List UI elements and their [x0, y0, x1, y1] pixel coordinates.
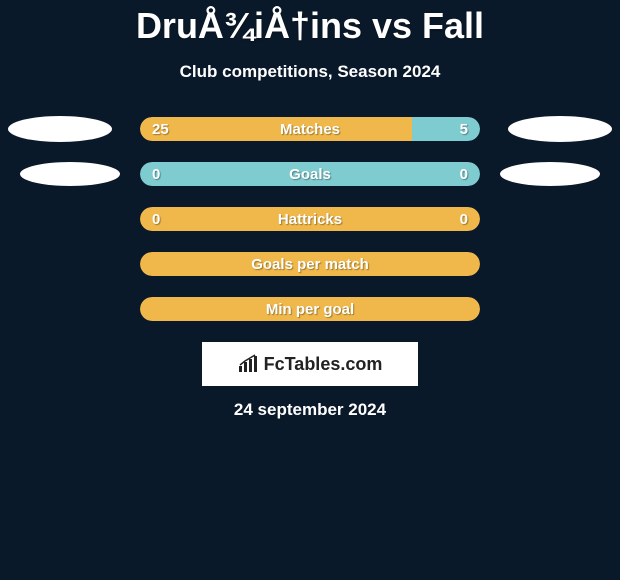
stats-widget: DruÅ¾iÅ†ins vs Fall Club competitions, S… — [0, 0, 620, 420]
bar-segment-full — [140, 162, 480, 186]
stat-row: Min per goal — [0, 297, 620, 321]
stat-row: 0Hattricks0 — [0, 207, 620, 231]
brand-box[interactable]: FcTables.com — [202, 342, 418, 386]
stat-bar: 0Hattricks0 — [140, 207, 480, 231]
page-title: DruÅ¾iÅ†ins vs Fall — [0, 5, 620, 47]
subtitle: Club competitions, Season 2024 — [0, 62, 620, 82]
chart-icon — [238, 354, 260, 374]
bar-segment-full — [140, 297, 480, 321]
footer-date: 24 september 2024 — [0, 400, 620, 420]
stat-row: 25Matches5 — [0, 117, 620, 141]
player-marker-left — [20, 162, 120, 186]
bar-segment-full — [140, 252, 480, 276]
stat-row: Goals per match — [0, 252, 620, 276]
bar-segment-right — [412, 117, 480, 141]
bar-segment-full — [140, 207, 480, 231]
brand-text: FcTables.com — [264, 354, 383, 375]
stat-row: 0Goals0 — [0, 162, 620, 186]
bar-segment-left — [140, 117, 412, 141]
stat-bar: Goals per match — [140, 252, 480, 276]
player-marker-right — [508, 116, 612, 142]
stat-bar: 0Goals0 — [140, 162, 480, 186]
player-marker-left — [8, 116, 112, 142]
stat-bar: Min per goal — [140, 297, 480, 321]
stat-bar: 25Matches5 — [140, 117, 480, 141]
stats-rows-container: 25Matches5 0Goals0 0Hattricks0 Goals per ma… — [0, 117, 620, 321]
player-marker-right — [500, 162, 600, 186]
